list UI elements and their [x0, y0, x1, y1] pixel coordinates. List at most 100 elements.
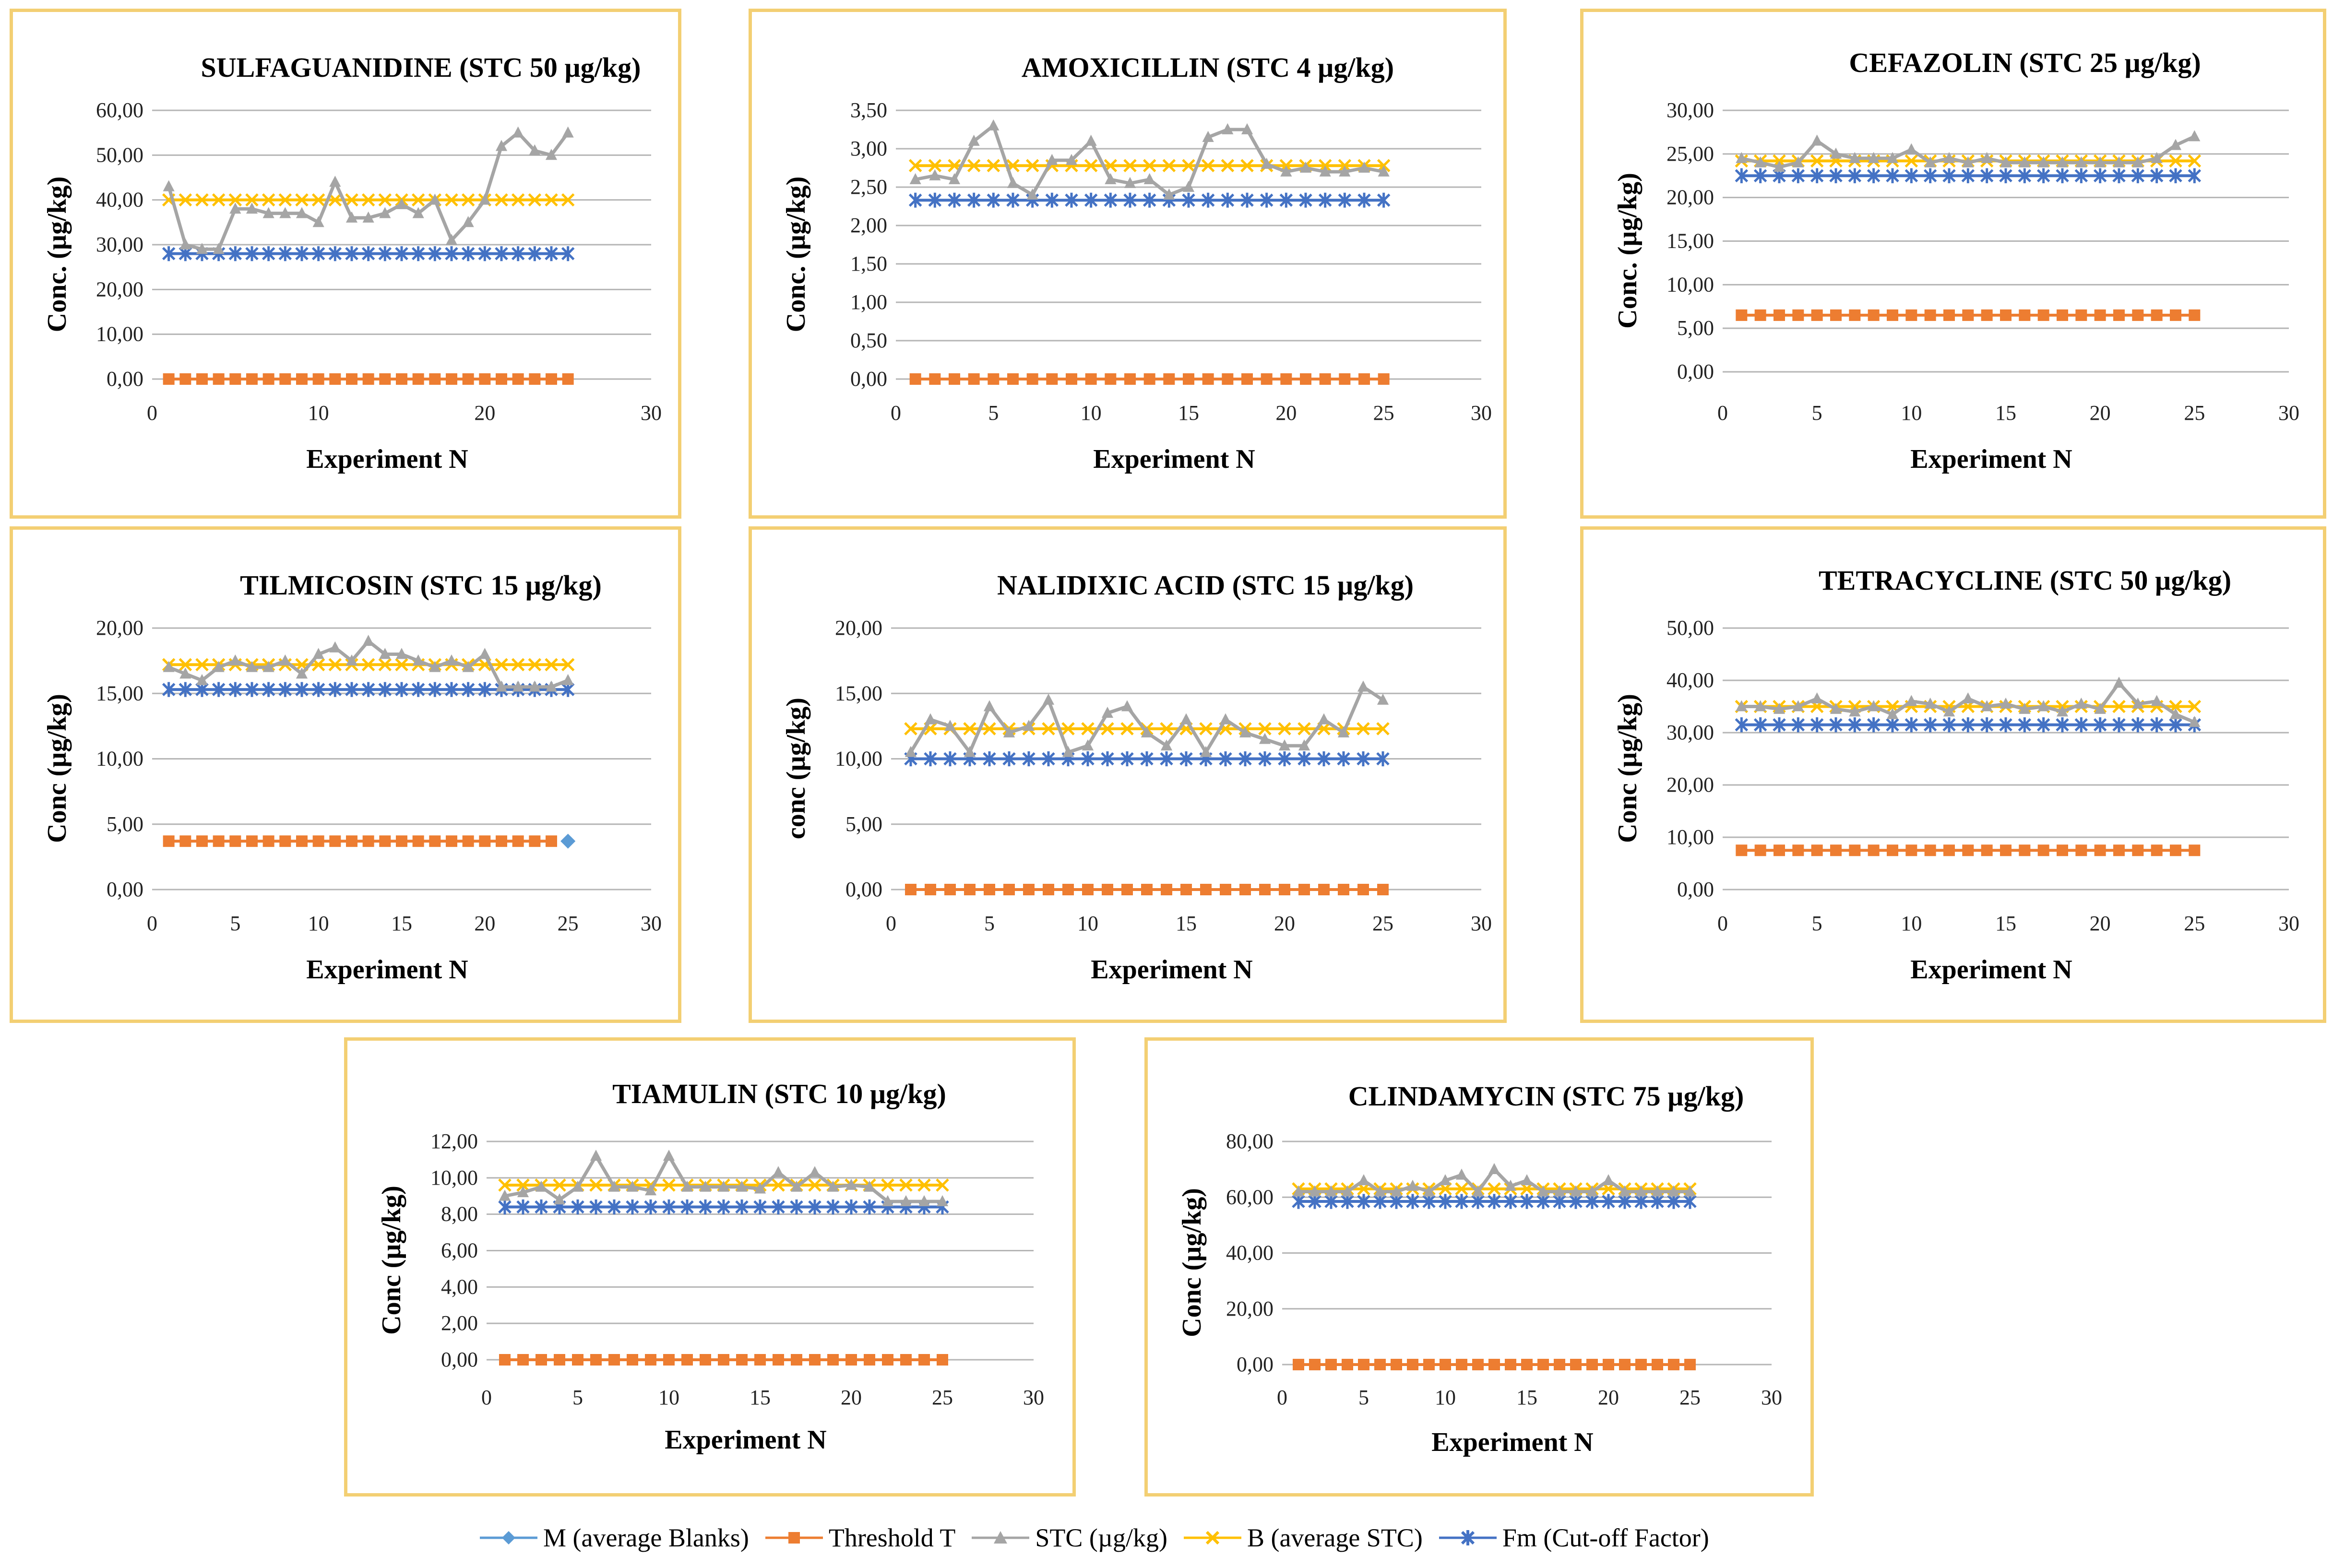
data-point — [1278, 722, 1291, 736]
data-point — [2056, 156, 2069, 167]
data-point — [246, 373, 258, 385]
data-point — [479, 648, 491, 659]
data-point — [1022, 751, 1036, 767]
data-point — [395, 246, 408, 261]
data-point — [346, 835, 357, 847]
x-tick-label: 30 — [1471, 401, 1492, 425]
data-point — [179, 658, 192, 672]
data-point — [462, 373, 474, 385]
chart-panel-tiamulin: TIAMULIN (STC 10 µg/kg) 0,00 2,00 4,00 6,00 8… — [344, 1037, 1076, 1497]
data-point — [262, 246, 275, 261]
data-point — [1439, 1194, 1452, 1209]
y-tick-label: 5,00 — [845, 812, 882, 836]
data-point — [1570, 1359, 1582, 1370]
chart-panel-tetracycline: TETRACYCLINE (STC 50 µg/kg) 0,00 10,00 20,0… — [1580, 526, 2326, 1023]
data-point — [1849, 705, 1861, 717]
data-point — [512, 126, 524, 138]
data-point — [680, 1199, 694, 1215]
data-point — [379, 648, 391, 659]
data-point — [1202, 131, 1214, 142]
data-point — [1618, 1194, 1631, 1209]
data-point — [1570, 1185, 1582, 1197]
data-point — [964, 746, 976, 757]
data-point — [2112, 717, 2126, 733]
x-tick-label: 30 — [1023, 1386, 1044, 1409]
data-point — [262, 835, 274, 847]
data-point — [345, 193, 358, 207]
data-point — [1261, 157, 1273, 169]
x-tick-label: 25 — [1373, 401, 1394, 425]
y-tick-label: 15,00 — [1666, 229, 1714, 253]
data-point — [411, 246, 425, 261]
data-point — [736, 1180, 748, 1192]
data-point — [499, 1189, 511, 1201]
data-point — [905, 884, 917, 895]
data-point — [213, 373, 225, 385]
data-point — [1423, 1185, 1435, 1197]
data-point — [1586, 1359, 1598, 1370]
data-point — [571, 1199, 584, 1215]
data-point — [928, 192, 942, 208]
series-fm — [1735, 717, 2202, 733]
data-point — [229, 373, 241, 385]
series-t — [499, 1354, 948, 1366]
x-tick-label: 5 — [572, 1386, 583, 1409]
data-point — [295, 193, 309, 207]
x-tick-label: 0 — [1717, 401, 1728, 425]
data-point — [546, 835, 557, 847]
data-point — [229, 835, 241, 847]
data-point — [1183, 373, 1194, 385]
data-point — [196, 835, 208, 847]
data-point — [1456, 1359, 1467, 1370]
data-point — [2112, 168, 2126, 183]
data-point — [278, 246, 292, 261]
data-point — [2000, 844, 2012, 856]
data-point — [2018, 168, 2032, 183]
y-tick-label: 20,00 — [96, 616, 143, 640]
data-point — [1007, 177, 1019, 188]
data-point — [312, 648, 324, 659]
data-point — [395, 682, 408, 697]
data-point — [1101, 751, 1114, 767]
chart-panel-cefazolin: CEFAZOLIN (STC 25 µg/kg) 0,00 5,00 10,00 15,… — [1580, 9, 2326, 519]
data-point — [1603, 1359, 1614, 1370]
data-point — [512, 373, 524, 385]
data-point — [1046, 154, 1058, 165]
data-point — [2093, 168, 2107, 183]
data-point — [429, 193, 441, 205]
data-point — [1298, 739, 1310, 751]
chart-legend: M (average Blanks) Threshold T STC (µg/k… — [480, 1519, 1871, 1557]
data-point — [1066, 373, 1077, 385]
data-point — [1905, 695, 1917, 706]
x-tick-label: 20 — [2090, 912, 2111, 935]
data-point — [1406, 1179, 1419, 1191]
data-point — [495, 193, 508, 207]
data-point — [1811, 692, 1823, 704]
data-point — [562, 373, 574, 385]
y-tick-label: 0,00 — [441, 1348, 478, 1371]
data-point — [196, 243, 208, 254]
data-point — [429, 835, 441, 847]
data-point — [1377, 192, 1391, 208]
data-point — [2170, 309, 2181, 321]
data-point — [1602, 1174, 1615, 1186]
data-point — [987, 159, 1000, 172]
data-point — [963, 722, 976, 736]
data-point — [345, 246, 358, 261]
data-point — [2113, 309, 2125, 321]
data-point — [700, 1354, 711, 1366]
data-point — [329, 641, 341, 653]
data-point — [1923, 717, 1937, 733]
data-point — [790, 1199, 803, 1215]
series-line — [915, 124, 1384, 197]
y-tick-label: 15,00 — [835, 681, 882, 705]
data-point — [1084, 159, 1098, 172]
data-point — [1830, 147, 1842, 159]
data-point — [1773, 717, 1786, 733]
data-point — [1849, 309, 1861, 321]
data-point — [1201, 159, 1215, 172]
data-point — [1406, 1194, 1419, 1209]
data-point — [1357, 680, 1369, 692]
data-point — [948, 192, 961, 208]
data-point — [1651, 1185, 1664, 1197]
